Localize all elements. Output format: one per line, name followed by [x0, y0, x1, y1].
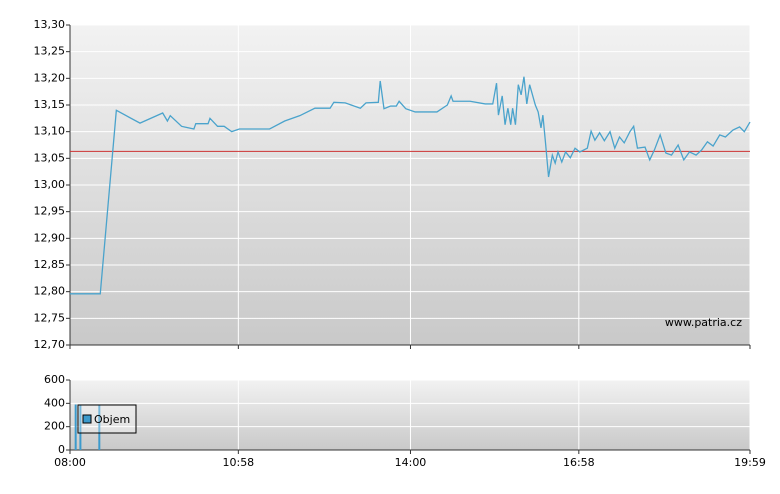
- x-tick-label: 10:58: [222, 456, 254, 469]
- legend-swatch: [82, 414, 92, 424]
- y-tick-label: 13,05: [34, 151, 66, 164]
- y-tick-label: 12,90: [34, 231, 66, 244]
- y-tick-label: 600: [44, 373, 65, 386]
- y-tick-label: 13,20: [34, 71, 66, 84]
- y-tick-label: 12,80: [34, 285, 66, 298]
- y-tick-label: 12,85: [34, 258, 66, 271]
- x-tick-label: 08:00: [54, 456, 86, 469]
- y-tick-label: 12,95: [34, 205, 66, 218]
- y-tick-label: 0: [58, 443, 65, 456]
- bar: [79, 404, 82, 450]
- bar: [98, 404, 101, 450]
- y-tick-label: 13,30: [34, 18, 66, 31]
- x-tick-label: 16:58: [563, 456, 595, 469]
- y-tick-label: 400: [44, 396, 65, 409]
- y-tick-label: 13,00: [34, 178, 66, 191]
- bar: [74, 404, 77, 450]
- x-tick-label: 19:59: [734, 456, 766, 469]
- y-tick-label: 13,25: [34, 45, 66, 58]
- y-tick-label: 200: [44, 420, 65, 433]
- y-tick-label: 13,15: [34, 98, 66, 111]
- y-tick-label: 12,70: [34, 338, 66, 351]
- price-line: [70, 76, 751, 295]
- watermark: www.patria.cz: [665, 316, 742, 329]
- y-tick-label: 12,75: [34, 311, 66, 324]
- y-tick-label: 13,10: [34, 125, 66, 138]
- legend-label: Objem: [94, 413, 130, 426]
- x-tick-label: 14:00: [395, 456, 427, 469]
